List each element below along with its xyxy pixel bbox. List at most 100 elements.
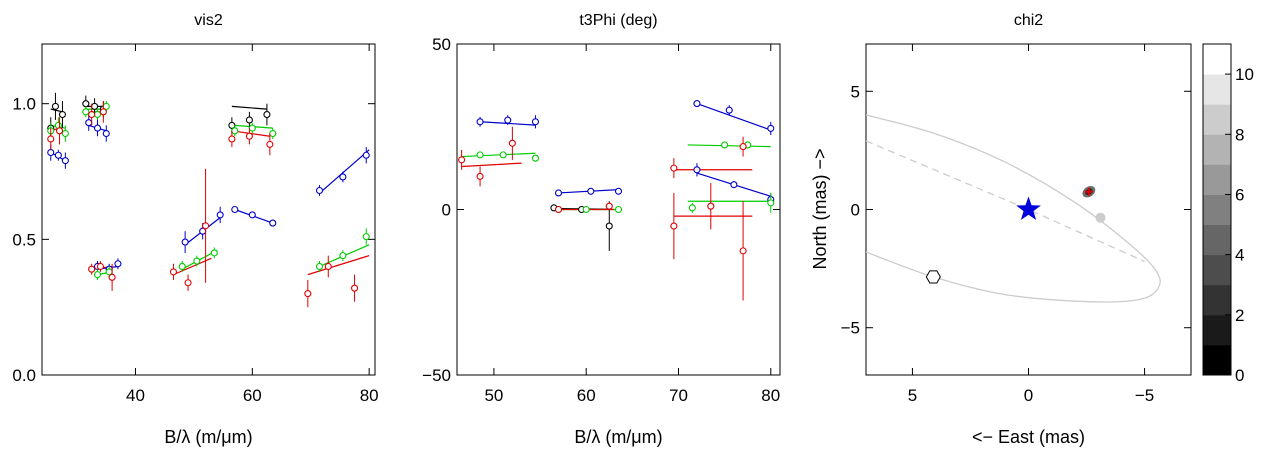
- vis2-data-point: [85, 114, 93, 131]
- vis2-data-point: [184, 274, 192, 291]
- vis2-model-line: [307, 255, 370, 276]
- vis2-data-point: [88, 103, 96, 126]
- vis2-y-tick-label: 0.0: [12, 366, 36, 385]
- t3phi-point-marker: [739, 143, 747, 151]
- vis2-point-marker: [88, 265, 96, 273]
- t3phi-x-tick-label: 60: [577, 386, 596, 405]
- t3phi-panel: t3Phi (deg) B/λ (m/μm) 50 60 70 80 −50 0 50: [422, 12, 781, 447]
- vis2-x-tick-label: 80: [360, 386, 379, 405]
- t3phi-x-axis-label: B/λ (m/μm): [574, 427, 662, 447]
- vis2-data-point: [169, 263, 177, 281]
- t3phi-model-line: [696, 103, 771, 131]
- vis2-data-point: [269, 219, 277, 227]
- t3phi-data-point: [693, 100, 701, 108]
- vis2-point-marker: [108, 273, 116, 281]
- t3phi-y-tick-label: 50: [432, 35, 451, 54]
- vis2-data-point: [82, 106, 90, 118]
- t3phi-data-point: [721, 141, 729, 149]
- vis2-axes: 40 60 80 0.0 0.5 1.0: [12, 44, 379, 405]
- vis2-data-point: [266, 133, 274, 156]
- t3phi-point-marker: [614, 187, 623, 195]
- vis2-data-point: [54, 149, 62, 161]
- t3phi-point-marker: [670, 222, 678, 230]
- vis2-point-marker: [315, 186, 324, 195]
- t3phi-point-marker: [767, 199, 775, 207]
- t3phi-data-point: [582, 205, 590, 214]
- vis2-point-marker: [324, 262, 332, 271]
- t3phi-point-marker: [670, 164, 678, 172]
- vis2-x-tick-label: 60: [243, 386, 262, 405]
- t3phi-point-marker: [587, 187, 595, 195]
- t3phi-point-marker: [605, 222, 613, 230]
- vis2-data-point: [248, 211, 256, 219]
- vis2-point-marker: [210, 249, 218, 257]
- vis2-data-point: [362, 228, 370, 245]
- chi2-markers: [925, 186, 1106, 284]
- vis2-data-point: [114, 258, 122, 270]
- vis2-point-marker: [231, 205, 239, 214]
- chi2-x-axis-label: <− East (mas): [972, 427, 1085, 447]
- chi2-y-tick-label: 0: [851, 201, 860, 220]
- t3phi-data-point: [730, 181, 738, 189]
- colorbar-tick-label: 10: [1235, 65, 1254, 84]
- vis2-point-marker: [55, 127, 64, 135]
- t3phi-point-marker: [504, 116, 512, 124]
- t3phi-point-marker: [476, 172, 484, 180]
- vis2-point-marker: [54, 151, 62, 159]
- vis2-point-marker: [231, 127, 239, 135]
- t3phi-data-point: [767, 192, 775, 213]
- vis2-point-marker: [102, 129, 110, 138]
- vis2-data-point: [58, 100, 66, 129]
- t3phi-point-marker: [614, 205, 623, 214]
- t3phi-data-point: [476, 116, 484, 127]
- t3phi-point-marker: [476, 151, 484, 159]
- vis2-data-point: [202, 168, 210, 283]
- t3phi-y-tick-label: −50: [422, 366, 451, 385]
- chi2-title: chi2: [1014, 12, 1043, 29]
- colorbar-band: [1203, 164, 1231, 195]
- t3phi-point-marker: [707, 202, 715, 210]
- orbit-curve: [865, 114, 1161, 303]
- vis2-panel: vis2 B/λ (m/μm) 40 60 80 0.0 0.5 1.0: [12, 12, 378, 447]
- vis2-point-marker: [51, 102, 59, 110]
- vis2-data-point: [210, 247, 218, 259]
- colorbar-band: [1203, 194, 1231, 226]
- t3phi-point-marker: [499, 151, 507, 159]
- t3phi-point-marker: [721, 141, 729, 149]
- t3phi-data-point: [504, 115, 512, 126]
- t3phi-point-marker: [605, 202, 613, 210]
- t3phi-data-point: [476, 151, 484, 159]
- t3phi-data-point: [605, 202, 613, 210]
- vis2-data-point: [88, 263, 96, 275]
- t3phi-x-tick-label: 80: [761, 386, 780, 405]
- colorbar-tick-label: 2: [1235, 306, 1244, 325]
- t3phi-point-marker: [688, 204, 696, 212]
- chi2-colorbar: 0 2 4 6 8 10: [1202, 43, 1254, 385]
- chi2-y-axis-label: North (mas) −>: [810, 148, 830, 269]
- vis2-point-marker: [169, 268, 177, 276]
- colorbar-band: [1203, 314, 1231, 346]
- vis2-point-marker: [269, 219, 277, 227]
- colorbar-band: [1203, 224, 1231, 256]
- vis2-point-marker: [82, 100, 90, 108]
- orbit-track: [865, 114, 1161, 303]
- vis2-data-points: [47, 92, 370, 308]
- t3phi-data-point: [476, 166, 484, 187]
- colorbar-band: [1203, 74, 1231, 105]
- vis2-data-point: [304, 280, 312, 308]
- vis2-point-marker: [61, 157, 69, 165]
- vis2-data-point: [61, 125, 69, 142]
- vis2-plot-frame: [41, 43, 376, 376]
- t3phi-data-point: [739, 201, 747, 301]
- vis2-title: vis2: [194, 12, 223, 29]
- vis2-point-marker: [228, 135, 236, 143]
- t3phi-data-point: [499, 151, 507, 159]
- vis2-point-marker: [47, 148, 55, 157]
- t3phi-point-marker: [725, 106, 733, 114]
- t3phi-point-marker: [582, 205, 590, 214]
- vis2-point-marker: [339, 173, 347, 181]
- vis2-point-marker: [99, 108, 107, 116]
- vis2-data-point: [245, 111, 253, 129]
- vis2-point-marker: [315, 262, 324, 271]
- t3phi-x-tick-label: 50: [484, 386, 503, 405]
